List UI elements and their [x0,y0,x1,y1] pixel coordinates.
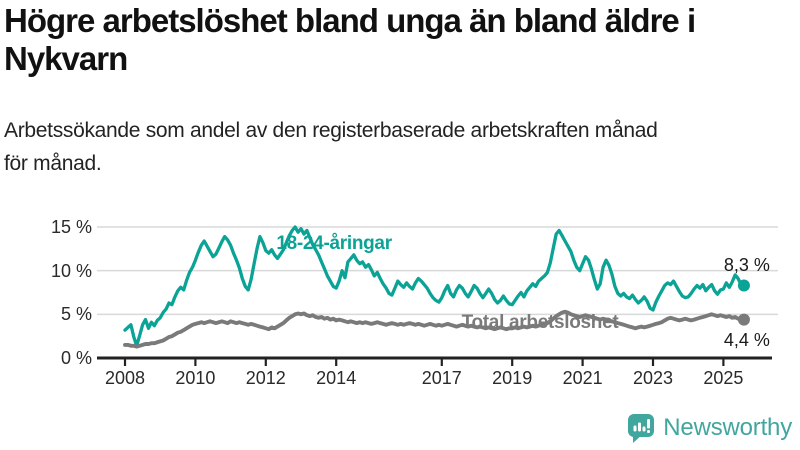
page-title: Högre arbetslöshet bland unga än bland ä… [4,2,796,78]
y-axis-tick-label: 5 % [60,304,92,325]
series-name-label: 18-24-åringar [276,233,392,255]
y-axis-tick-label: 10 % [50,260,92,281]
x-axis-tick-label: 2021 [562,368,603,388]
title-line-1: Högre arbetslöshet bland unga än bland ä… [4,2,696,39]
x-axis-tick-label: 2017 [421,368,462,388]
bar-chart-speech-bubble-icon [628,414,655,443]
y-axis-tick-label: 0 % [60,348,92,368]
title-line-2: Nykvarn [4,40,128,77]
x-axis-tick-label: 2023 [632,368,674,388]
x-axis-tick-label: 2008 [104,368,146,388]
subtitle-line-2: för månad. [4,152,102,175]
x-axis-tick-label: 2025 [703,368,744,388]
chart-subtitle: Arbetssökande som andel av den registerb… [4,114,796,180]
subtitle-line-1: Arbetssökande som andel av den registerb… [4,119,658,142]
series-end-value-label: 4,4 % [723,329,770,350]
newsworthy-logo[interactable]: Newsworthy [626,411,792,445]
x-axis-tick-label: 2012 [245,368,286,388]
x-axis-tick-label: 2010 [175,368,216,388]
brand-name: Newsworthy [663,414,792,441]
x-axis-tick-label: 2014 [316,368,357,388]
y-axis-tick-label: 15 % [50,217,92,237]
series-name-label: Total arbetslöshet [461,312,619,334]
series-end-value-label: 8,3 % [723,254,770,275]
x-axis-tick-label: 2019 [492,368,533,388]
